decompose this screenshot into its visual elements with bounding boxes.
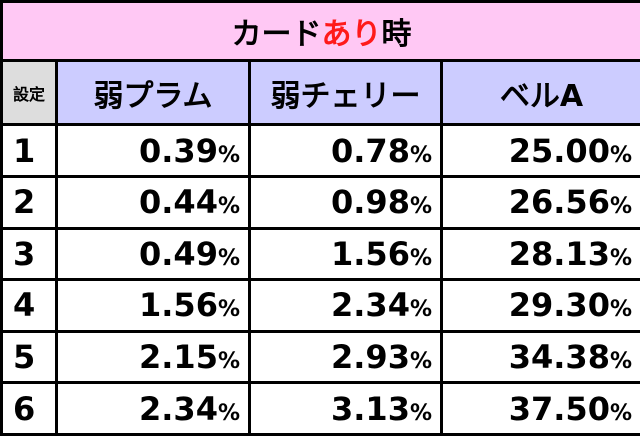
cell: 0.78% [248, 123, 443, 178]
cell-unit: % [217, 142, 240, 168]
cell: 2.34% [55, 381, 251, 436]
cell-value: 2.34 [331, 286, 410, 325]
cell-value: 0.44 [139, 183, 218, 222]
cell-value: 25.00 [508, 131, 610, 170]
cell-value: 28.13 [508, 234, 610, 273]
cell: 26.56% [440, 174, 640, 230]
cell-unit: % [217, 194, 240, 220]
cell-unit: % [609, 245, 632, 271]
setting: 3 [0, 226, 58, 282]
setting: 6 [0, 381, 58, 436]
setting: 2 [0, 174, 58, 230]
cell-value: 0.49 [139, 234, 218, 273]
cell-unit: % [409, 142, 432, 168]
cell: 2.93% [248, 329, 443, 385]
cell-unit: % [609, 297, 632, 323]
cell-value: 26.56 [508, 183, 610, 222]
cell-value: 3.13 [331, 389, 410, 428]
cell-value: 37.50 [508, 389, 610, 428]
row: 6 2.34% 3.13% 37.50% [0, 381, 640, 436]
row: 2 0.44% 0.98% 26.56% [0, 174, 640, 230]
cell: 2.15% [55, 329, 251, 385]
header: 弱プラム [55, 59, 251, 127]
header-row: 設定 弱プラム 弱チェリー ベルA [0, 59, 640, 127]
row: 3 0.49% 1.56% 28.13% [0, 226, 640, 282]
cell-unit: % [217, 349, 240, 375]
cell-unit: % [217, 400, 240, 426]
cell-unit: % [217, 245, 240, 271]
cell-value: 0.39 [139, 131, 218, 170]
cell-unit: % [409, 349, 432, 375]
cell-unit: % [409, 194, 432, 220]
title: カードあり時 [0, 0, 640, 63]
row: 4 1.56% 2.34% 29.30% [0, 278, 640, 333]
title-part: あり [321, 17, 382, 53]
cell-value: 2.15 [139, 338, 218, 377]
cell-value: 1.56 [331, 234, 410, 273]
cell: 0.49% [55, 226, 251, 282]
cell-value: 2.34 [139, 389, 218, 428]
cell: 0.98% [248, 174, 443, 230]
cell-value: 1.56 [139, 286, 218, 325]
cell: 25.00% [440, 123, 640, 178]
setting: 1 [0, 123, 58, 178]
cell-value: 2.93 [331, 338, 410, 377]
cell: 2.34% [248, 278, 443, 333]
cell: 1.56% [55, 278, 251, 333]
cell-unit: % [409, 297, 432, 323]
cell-value: 0.78 [331, 131, 410, 170]
cell: 29.30% [440, 278, 640, 333]
cell-unit: % [609, 400, 632, 426]
cell-value: 29.30 [508, 286, 610, 325]
setting: 5 [0, 329, 58, 385]
cell-value: 0.98 [331, 183, 410, 222]
header: ベルA [440, 59, 640, 127]
table-body: 1 0.39% 0.78% 25.00% 2 0.44% 0.98% 26.56% 3 0.49%… [0, 123, 640, 436]
title-part: カード [231, 17, 322, 53]
row: 5 2.15% 2.93% 34.38% [0, 329, 640, 385]
cell-unit: % [409, 400, 432, 426]
cell-unit: % [609, 142, 632, 168]
cell-unit: % [609, 194, 632, 220]
cell: 1.56% [248, 226, 443, 282]
cell: 0.44% [55, 174, 251, 230]
cell: 34.38% [440, 329, 640, 385]
row: 1 0.39% 0.78% 25.00% [0, 123, 640, 178]
cell: 28.13% [440, 226, 640, 282]
setting: 4 [0, 278, 58, 333]
header: 設定 [0, 59, 58, 127]
cell-unit: % [217, 297, 240, 323]
cell-unit: % [409, 245, 432, 271]
cell: 3.13% [248, 381, 443, 436]
cell: 0.39% [55, 123, 251, 178]
cell-value: 34.38 [508, 338, 610, 377]
title-part: 時 [381, 17, 412, 53]
header: 弱チェリー [248, 59, 443, 127]
cell-unit: % [609, 349, 632, 375]
cell: 37.50% [440, 381, 640, 436]
